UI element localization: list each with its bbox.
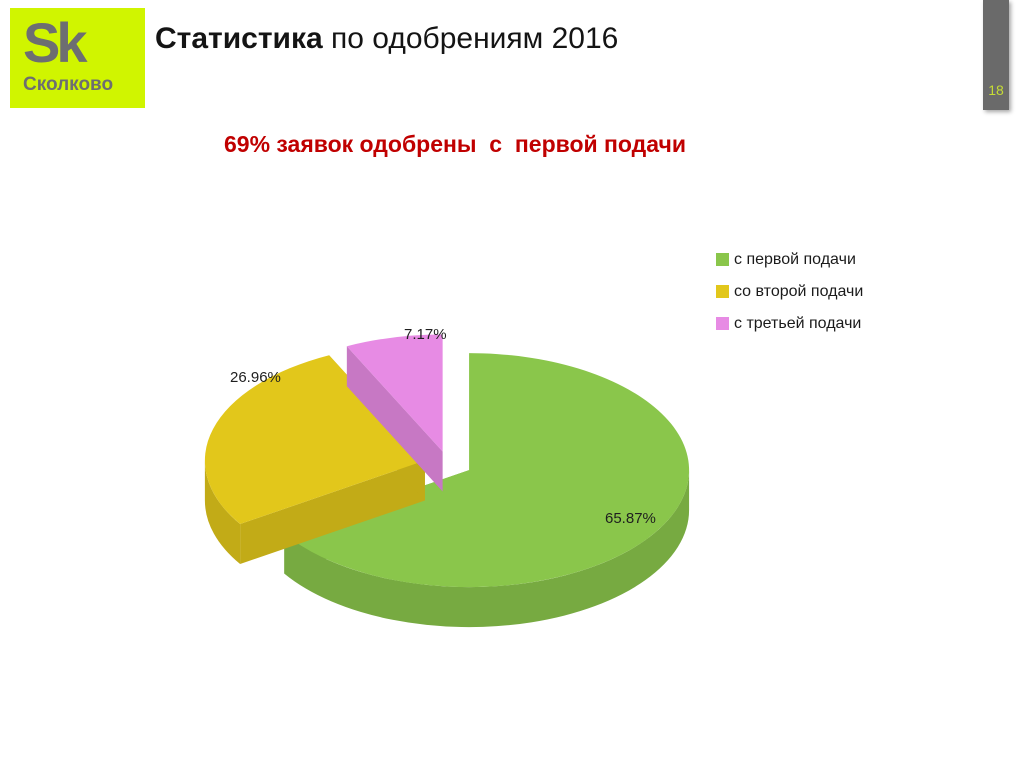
slide-title: Статистика по одобрениям 2016 [155, 22, 618, 56]
chart-legend: с первой подачи со второй подачи с треть… [716, 249, 863, 345]
pie-slice-2 [346, 334, 443, 452]
pie-slice-2 [346, 346, 443, 492]
legend-swatch-second [716, 285, 729, 298]
pie-slice-0 [284, 353, 690, 588]
pie-value-label-first: 65.87% [605, 510, 656, 527]
legend-swatch-first [716, 253, 729, 266]
slide-title-rest: по одобрениям 2016 [322, 22, 619, 55]
logo-brand-text: Сколково [23, 74, 114, 95]
legend-item-second: со второй подачи [716, 281, 863, 302]
logo-sk-mark: Sk [23, 11, 88, 74]
legend-item-first: с первой подачи [716, 249, 863, 270]
pie-slice-0 [284, 470, 690, 628]
legend-item-third: с третьей подачи [716, 313, 863, 334]
slide-title-bold: Статистика [155, 22, 323, 55]
pie-slice-1 [204, 355, 425, 525]
slide-subtitle: 69% заявок одобрены с первой подачи [224, 131, 686, 157]
pie-slice-1 [240, 460, 425, 565]
legend-label-first: с первой подачи [734, 250, 856, 268]
skolkovo-logo: Sk Сколково [10, 8, 145, 108]
page-number-bar: 18 [983, 0, 1009, 110]
legend-label-second: со второй подачи [734, 282, 864, 300]
legend-label-third: с третьей подачи [734, 314, 862, 332]
pie-chart [204, 334, 690, 628]
pie-value-label-second: 26.96% [230, 369, 281, 386]
pie-slice-1 [204, 460, 241, 565]
legend-swatch-third [716, 317, 729, 330]
pie-value-label-third: 7.17% [404, 326, 447, 343]
page-number: 18 [988, 82, 1004, 98]
